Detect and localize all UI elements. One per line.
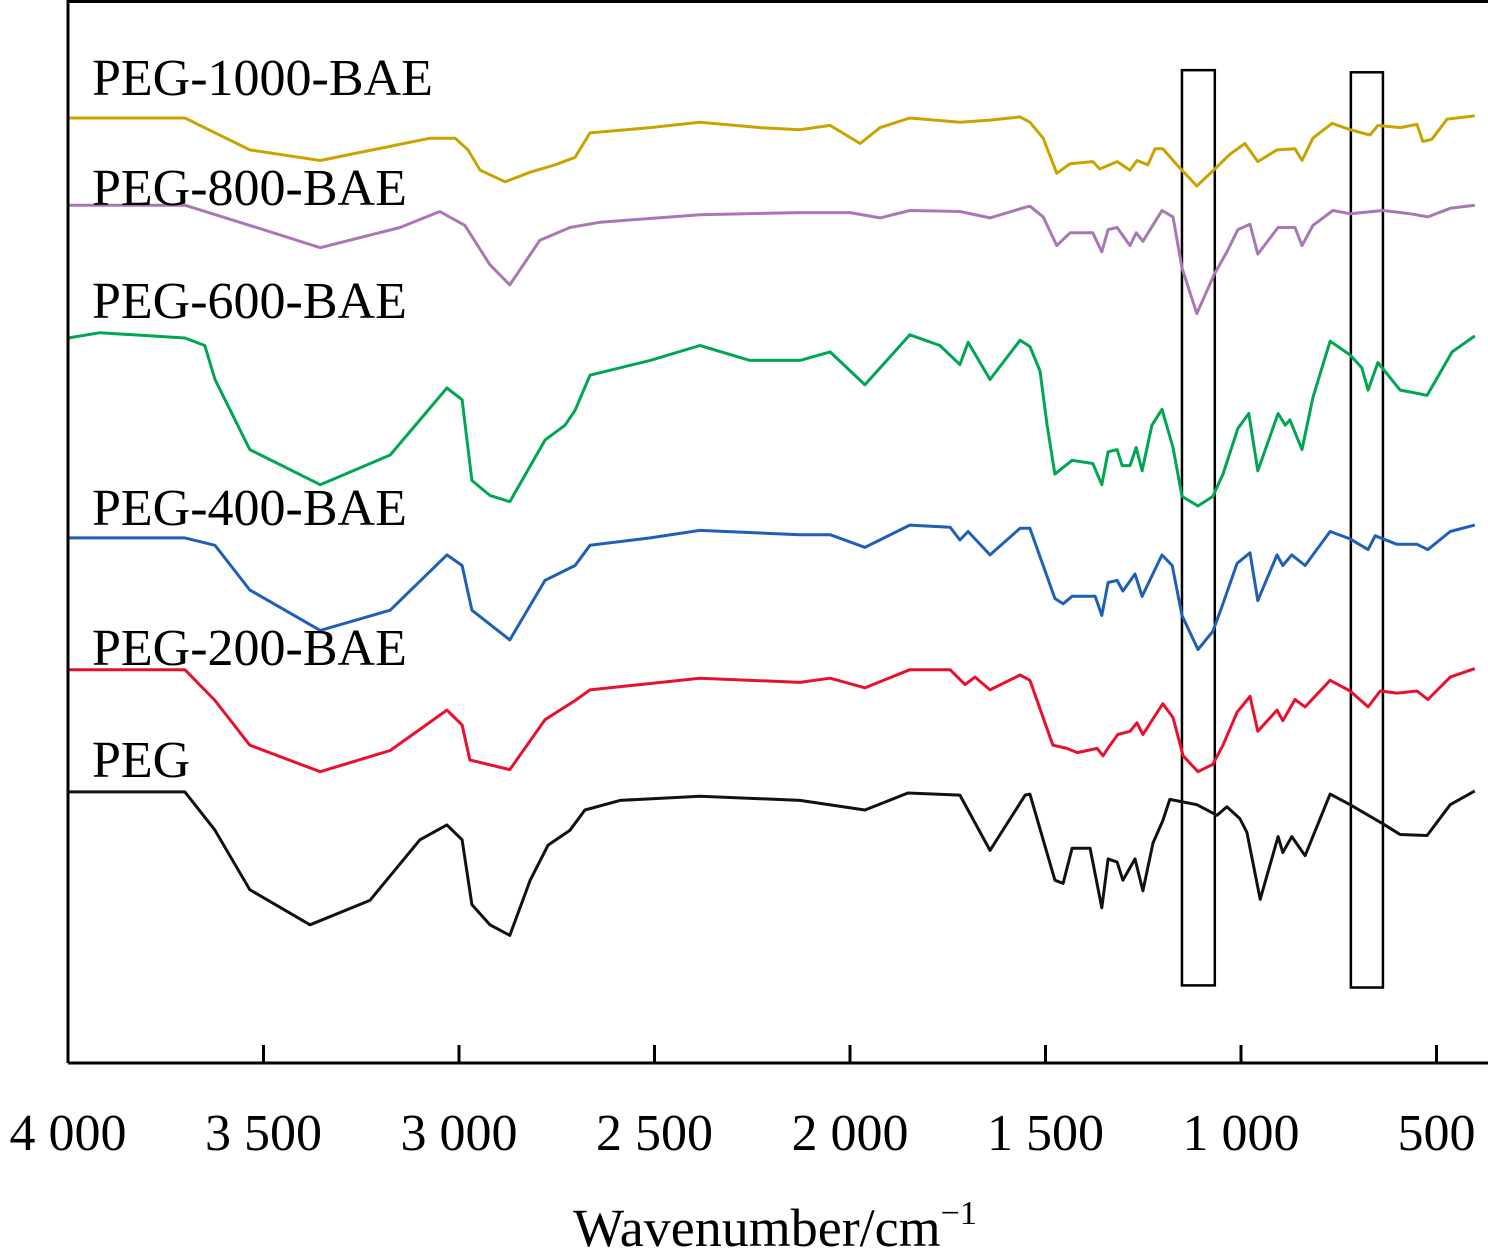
series-label-peg-600-bae: PEG-600-BAE xyxy=(92,273,407,330)
x-tick-label: 3 500 xyxy=(205,1105,322,1162)
x-axis-title-superscript: −1 xyxy=(941,1195,977,1232)
series-line-peg-200-bae xyxy=(68,667,1476,774)
x-tick-label: 1 000 xyxy=(1183,1105,1300,1162)
series-line-peg-400-bae xyxy=(68,523,1476,651)
highlight-box-1 xyxy=(1180,68,1217,987)
plot-frame xyxy=(66,0,1488,1065)
series-labels: PEG-1000-BAE PEG-800-BAE PEG-600-BAE PEG-40… xyxy=(92,50,433,789)
series-label-peg-800-bae: PEG-800-BAE xyxy=(92,160,407,217)
series-lines xyxy=(67,114,1476,937)
series-line-peg-600-bae xyxy=(67,331,1476,508)
series-label-peg-200-bae: PEG-200-BAE xyxy=(92,620,407,677)
series-line-peg xyxy=(68,789,1476,937)
highlight-box-2 xyxy=(1349,71,1385,989)
series-label-peg-1000-bae: PEG-1000-BAE xyxy=(92,50,433,107)
series-line-peg-800-bae xyxy=(68,203,1475,316)
series-line-peg-1000-bae xyxy=(68,114,1475,188)
x-tick-label: 1 500 xyxy=(987,1105,1104,1162)
x-tick-label: 2 000 xyxy=(792,1105,909,1162)
x-tick-label: 2 500 xyxy=(596,1105,713,1162)
highlight-boxes xyxy=(1180,68,1385,989)
x-tick-label: 4 000 xyxy=(10,1105,127,1162)
x-axis-ticks: 4 000 3 500 3 000 2 500 2 000 1 500 1 000 500 xyxy=(10,1045,1476,1162)
x-tick-label: 3 000 xyxy=(401,1105,518,1162)
x-axis-title: Wavenumber/cm−1 xyxy=(573,1195,977,1253)
x-tick-label: 500 xyxy=(1398,1105,1476,1162)
series-label-peg: PEG xyxy=(92,732,190,789)
series-label-peg-400-bae: PEG-400-BAE xyxy=(92,480,407,537)
